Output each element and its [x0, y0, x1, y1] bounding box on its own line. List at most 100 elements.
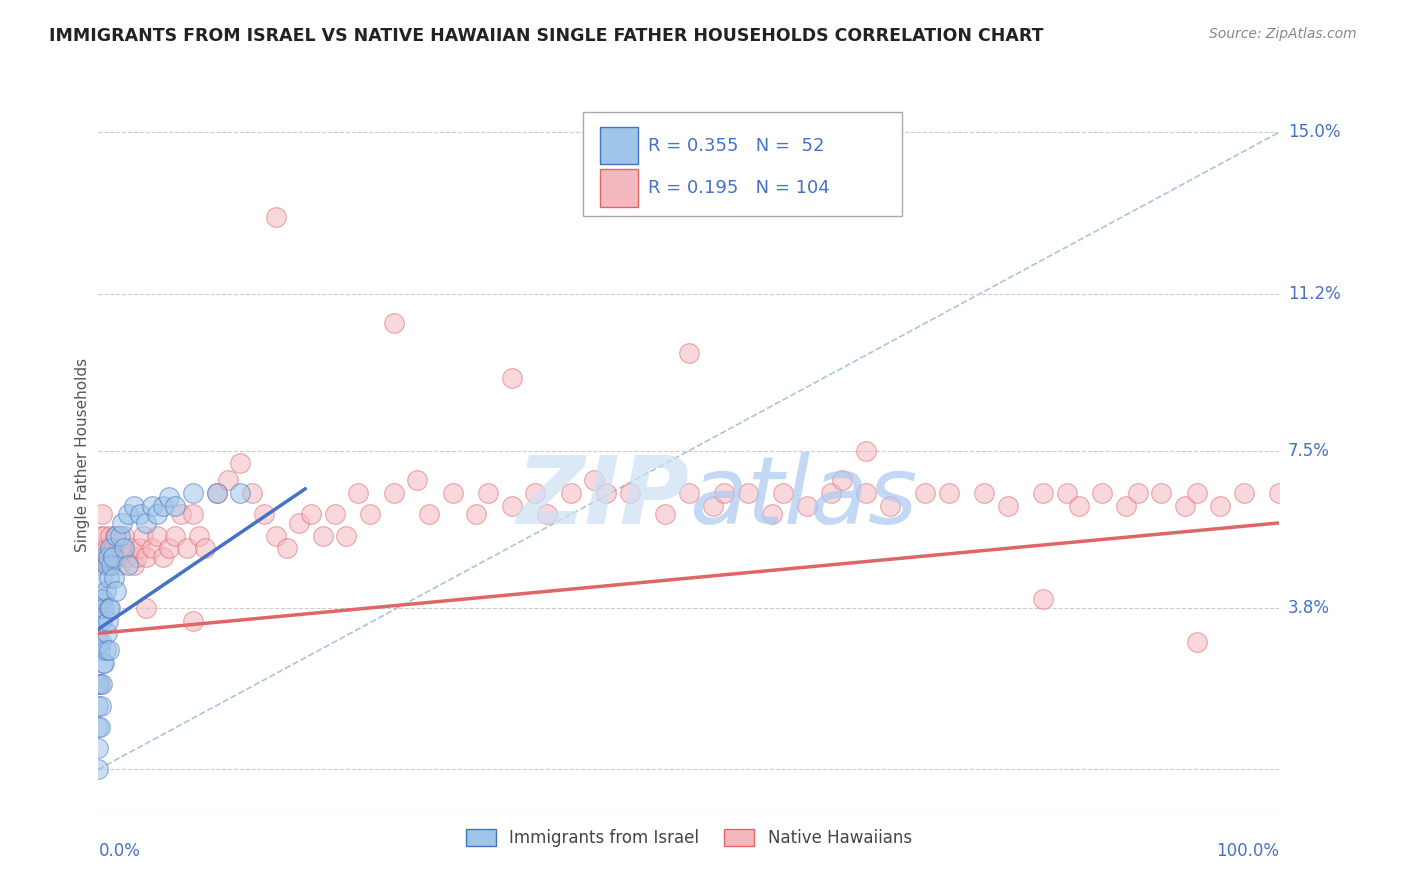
FancyBboxPatch shape: [600, 127, 638, 164]
Point: [761, 508, 783, 522]
Point: [117, 549, 139, 564]
Point: [820, 486, 842, 500]
FancyBboxPatch shape: [582, 112, 901, 216]
Point: [90, 698, 112, 713]
Point: [1067, 499, 1090, 513]
Point: [90, 600, 112, 615]
Point: [205, 486, 228, 500]
Point: [96, 558, 118, 573]
Point: [347, 486, 370, 500]
Point: [108, 528, 131, 542]
Point: [831, 474, 853, 488]
Point: [122, 558, 145, 573]
Point: [91, 677, 114, 691]
Text: 0.0%: 0.0%: [98, 842, 141, 860]
Point: [501, 499, 523, 513]
Point: [94, 558, 117, 573]
Text: 11.2%: 11.2%: [1288, 285, 1340, 302]
Point: [89, 600, 111, 615]
Point: [121, 541, 143, 556]
Text: ZIP: ZIP: [516, 451, 689, 544]
Point: [96, 541, 118, 556]
Point: [87, 741, 110, 756]
Point: [418, 508, 440, 522]
Point: [105, 549, 128, 564]
Point: [94, 583, 117, 598]
Point: [737, 486, 759, 500]
Point: [359, 508, 381, 522]
Point: [335, 528, 357, 542]
Point: [111, 516, 134, 530]
Point: [1209, 499, 1232, 513]
Text: 15.0%: 15.0%: [1288, 123, 1340, 141]
Point: [117, 558, 139, 573]
Point: [90, 635, 112, 649]
Point: [187, 528, 209, 542]
Point: [1091, 486, 1114, 500]
FancyBboxPatch shape: [600, 169, 638, 207]
Point: [132, 528, 155, 542]
Point: [100, 558, 122, 573]
Point: [112, 541, 135, 556]
Point: [157, 491, 180, 505]
Point: [87, 635, 110, 649]
Point: [240, 486, 263, 500]
Point: [146, 508, 169, 522]
Point: [914, 486, 936, 500]
Point: [98, 541, 121, 556]
Point: [89, 614, 111, 628]
Point: [855, 486, 877, 500]
Point: [595, 486, 617, 500]
Point: [141, 499, 163, 513]
Point: [98, 571, 121, 585]
Point: [91, 592, 114, 607]
Point: [465, 508, 488, 522]
Point: [382, 486, 405, 500]
Point: [98, 600, 121, 615]
Point: [1185, 635, 1208, 649]
Point: [406, 474, 429, 488]
Point: [524, 486, 547, 500]
Point: [93, 656, 115, 670]
Point: [772, 486, 794, 500]
Point: [89, 549, 111, 564]
Point: [382, 316, 405, 330]
Point: [135, 516, 157, 530]
Point: [127, 549, 149, 564]
Point: [619, 486, 641, 500]
Text: Source: ZipAtlas.com: Source: ZipAtlas.com: [1209, 27, 1357, 41]
Point: [879, 499, 901, 513]
Point: [96, 626, 118, 640]
Point: [87, 600, 110, 615]
Point: [312, 528, 335, 542]
Point: [146, 528, 169, 542]
Point: [94, 643, 117, 657]
Legend: Immigrants from Israel, Native Hawaiians: Immigrants from Israel, Native Hawaiians: [460, 822, 918, 854]
Point: [501, 371, 523, 385]
Point: [111, 541, 134, 556]
Point: [323, 508, 346, 522]
Point: [654, 508, 676, 522]
Point: [87, 558, 110, 573]
Point: [87, 677, 110, 691]
Y-axis label: Single Father Households: Single Father Households: [75, 358, 90, 552]
Point: [91, 571, 114, 585]
Point: [97, 614, 120, 628]
Point: [713, 486, 735, 500]
Point: [87, 698, 110, 713]
Point: [152, 499, 174, 513]
Point: [678, 486, 700, 500]
Point: [98, 600, 121, 615]
Point: [264, 210, 287, 224]
Point: [1233, 486, 1256, 500]
Point: [89, 720, 111, 734]
Point: [128, 541, 150, 556]
Point: [477, 486, 499, 500]
Point: [264, 528, 287, 542]
Point: [97, 549, 120, 564]
Point: [117, 508, 139, 522]
Point: [97, 549, 120, 564]
Point: [91, 614, 114, 628]
Point: [90, 528, 112, 542]
Point: [89, 643, 111, 657]
